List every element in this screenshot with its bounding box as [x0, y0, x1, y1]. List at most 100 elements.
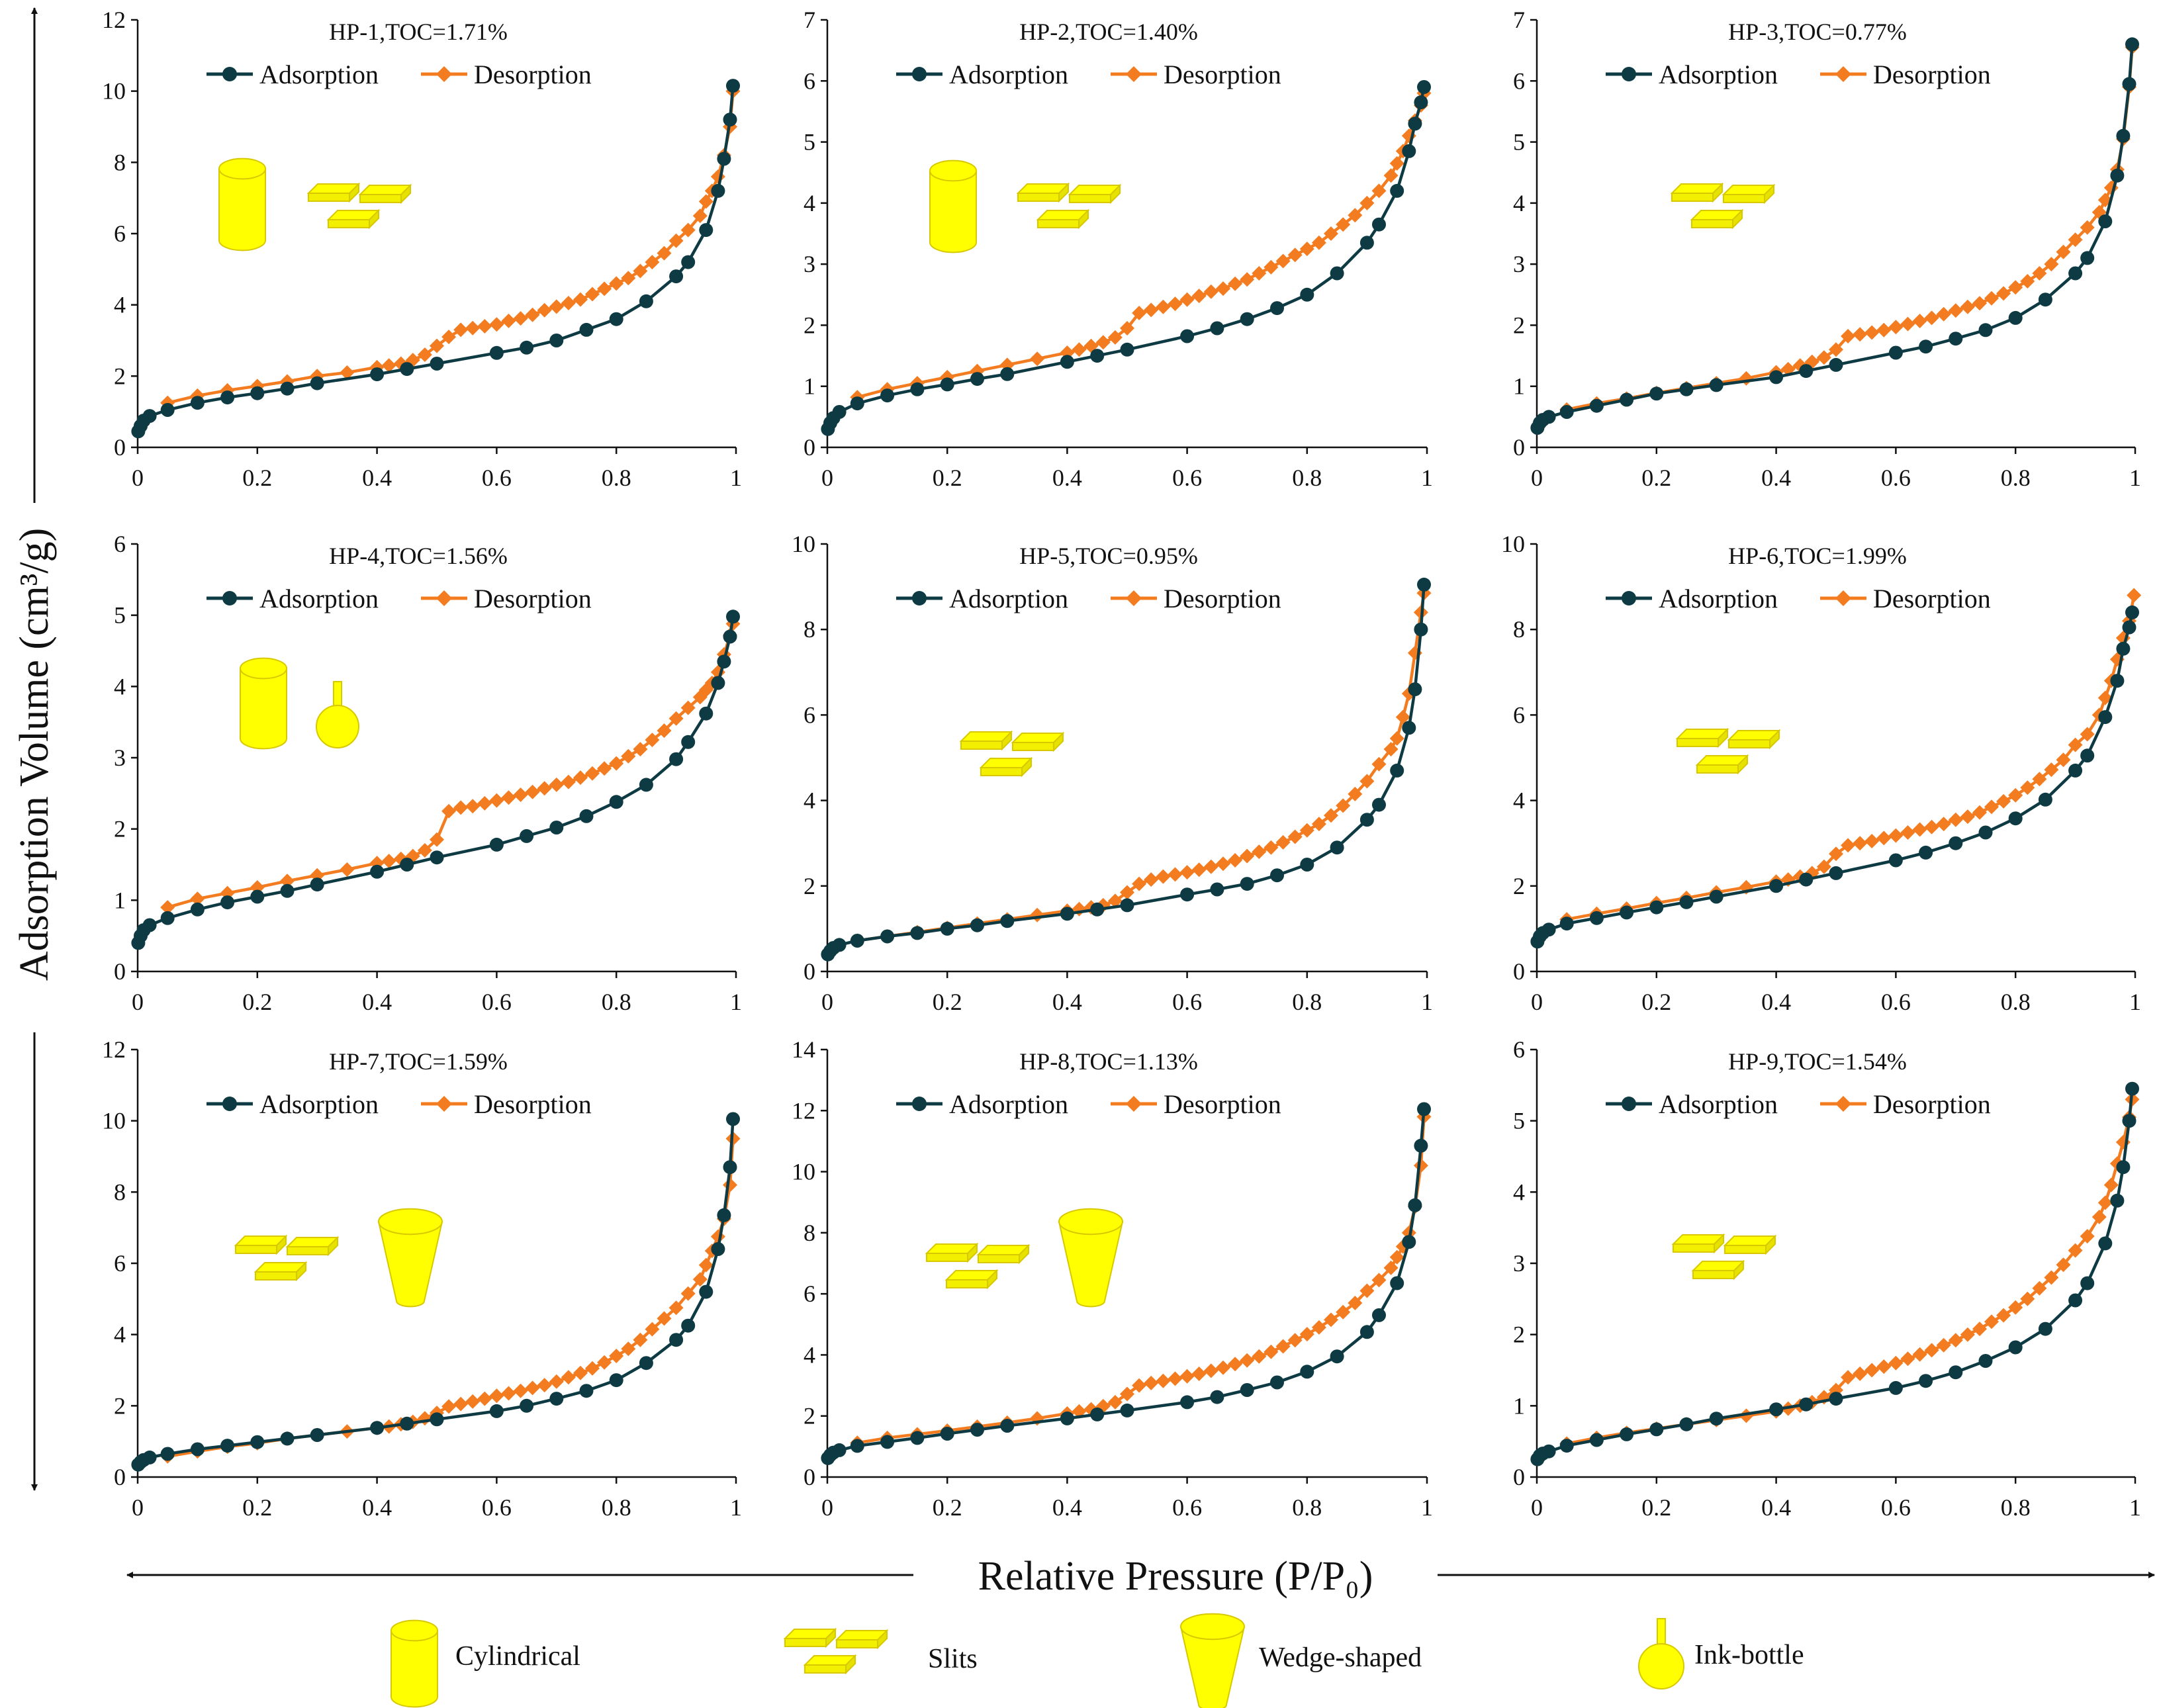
adsorption-point [1541, 410, 1556, 424]
desorption-point [1389, 156, 1404, 171]
desorption-point [501, 1386, 516, 1401]
desorption-point [1371, 756, 1387, 772]
x-tick-label: 1 [1421, 1494, 1433, 1521]
legend-adsorption-label: Adsorption [1659, 60, 1778, 89]
x-tick-label: 0.8 [602, 989, 631, 1015]
adsorption-point [1417, 1102, 1431, 1116]
desorption-point [1359, 774, 1375, 789]
desorption-point [1841, 838, 1856, 853]
desorption-point [1348, 1296, 1363, 1310]
adsorption-point [1390, 1276, 1404, 1290]
legend-adsorption-marker [222, 1097, 237, 1111]
desorption-point [1389, 731, 1404, 746]
adsorption-point [2122, 620, 2136, 635]
panel-9: 0 1 2 3 4 5 6 0 0.2 0.4 0.6 0.8 1 HP-9,TOC=1.54% Adsor… [1513, 1036, 2141, 1521]
y-tick-label: 12 [102, 7, 126, 33]
desorption-series [850, 586, 1432, 948]
adsorption-point [2038, 1322, 2052, 1336]
y-axis-label-group: Adsorption Volume (cm³/g) [12, 7, 57, 1491]
desorption-point [2008, 787, 2023, 803]
desorption-point [2080, 727, 2095, 742]
adsorption-point [2098, 214, 2113, 228]
y-tick-label: 6 [114, 220, 126, 247]
x-tick-label: 0.8 [2001, 1494, 2031, 1521]
adsorption-point [1060, 1411, 1074, 1425]
adsorption-series [821, 1102, 1431, 1465]
legend-desorption-marker [436, 66, 452, 82]
y-tick-label: 14 [792, 1036, 815, 1063]
pore-illustrations [1670, 182, 1776, 230]
y-tick-label: 0 [1513, 434, 1525, 461]
adsorption-point [142, 918, 157, 932]
adsorption-point [400, 858, 414, 872]
x-tick-label: 0.8 [602, 465, 631, 491]
panel-4: 0 1 2 3 4 5 6 0 0.2 0.4 0.6 0.8 1 HP-4,TOC=1.56% Adsor… [114, 531, 742, 1015]
desorption-point [537, 1378, 552, 1393]
x-tick-label: 0.8 [2001, 989, 2031, 1015]
y-tick-label: 0 [114, 958, 126, 985]
y-tick-label: 6 [804, 67, 815, 94]
adsorption-point [723, 629, 737, 644]
pore-illustrations [240, 657, 359, 750]
adsorption-point [717, 152, 731, 166]
adsorption-point [970, 372, 984, 386]
adsorption-point [2038, 292, 2052, 307]
adsorption-point [1330, 840, 1344, 855]
legend-desorption-marker [436, 590, 452, 606]
slits-pore-icon [925, 1242, 1031, 1290]
desorption-point [1359, 195, 1375, 210]
desorption-point [525, 307, 540, 322]
legend: Adsorption Desorption [207, 584, 592, 613]
desorption-point [1228, 853, 1243, 868]
desorption-point [1203, 284, 1218, 299]
x-tick-label: 0.8 [1292, 1494, 1322, 1521]
desorption-point [1359, 1283, 1375, 1298]
adsorption-point [489, 1404, 504, 1418]
slits-pore-icon [1675, 727, 1781, 775]
x-tick-label: 0.2 [242, 465, 272, 491]
adsorption-point [726, 79, 740, 93]
desorption-point [1179, 292, 1195, 307]
panel-title: HP-3,TOC=0.77% [1728, 19, 1907, 45]
desorption-point [1263, 840, 1279, 855]
y-tick-label: 10 [1501, 531, 1525, 557]
desorption-point [525, 784, 540, 799]
adsorption-point [2098, 1236, 2113, 1251]
desorption-point [1948, 812, 1963, 827]
y-tick-label: 0 [804, 434, 815, 461]
slits-pore-icon [959, 730, 1065, 778]
desorption-point [2008, 1300, 2023, 1315]
desorption-point [1936, 817, 1951, 832]
desorption-point [465, 799, 481, 814]
desorption-point [1936, 306, 1951, 322]
desorption-point [1311, 235, 1326, 250]
y-tick-label: 12 [792, 1097, 815, 1124]
desorption-point [477, 795, 492, 811]
y-tick-label: 0 [1513, 1464, 1525, 1490]
desorption-point [585, 766, 600, 781]
x-tick-label: 0 [821, 989, 833, 1015]
desorption-point [1030, 907, 1045, 922]
y-tick-label: 6 [114, 531, 126, 557]
adsorption-point [2116, 641, 2131, 656]
desorption-point [1072, 342, 1087, 357]
adsorption-point [520, 829, 534, 843]
adsorption-point [940, 377, 954, 392]
adsorption-point [669, 1333, 684, 1347]
adsorption-point [520, 340, 534, 355]
y-tick-label: 5 [1513, 1108, 1525, 1134]
desorption-point [2080, 1229, 2095, 1244]
y-tick-label: 8 [804, 616, 815, 643]
adsorption-point [1359, 1325, 1374, 1339]
adsorption-point [1180, 329, 1195, 343]
legend-desorption-label: Desorption [474, 584, 592, 613]
desorption-point [190, 891, 205, 907]
x-tick-label: 0.2 [933, 989, 962, 1015]
desorption-point [1107, 893, 1123, 909]
x-tick-label: 0.6 [1172, 465, 1202, 491]
y-tick-label: 2 [1513, 312, 1525, 338]
desorption-point [2008, 280, 2023, 295]
adsorption-point [1414, 1138, 1428, 1153]
adsorption-point [142, 409, 157, 424]
